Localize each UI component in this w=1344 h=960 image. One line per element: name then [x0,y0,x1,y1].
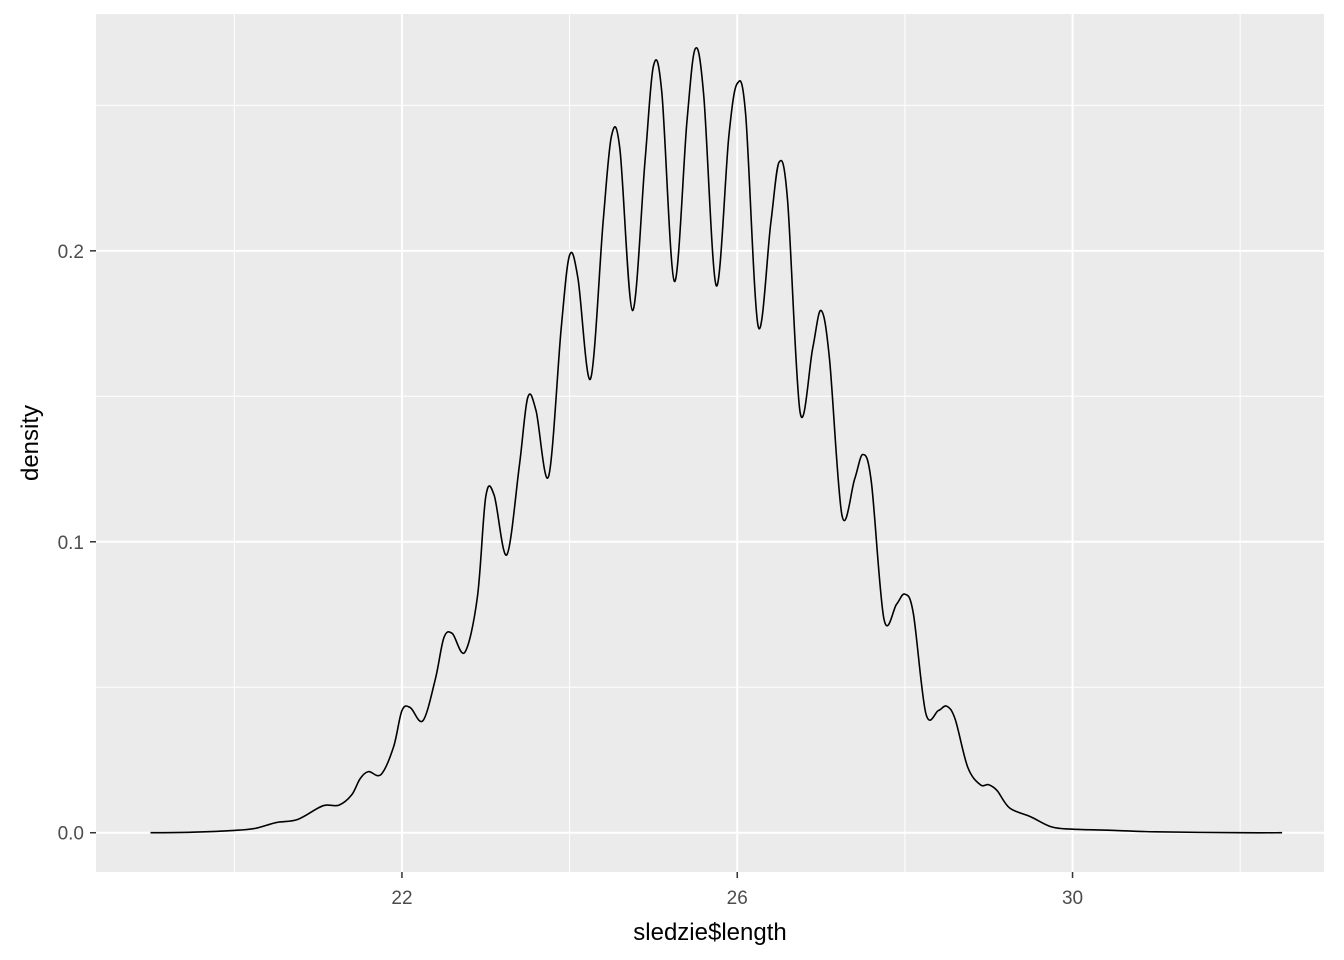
y-axis-title: density [17,405,44,481]
density-line [150,46,1283,834]
x-axis-title: sledzie$length [633,919,786,946]
major-gridlines [96,14,1324,872]
axis-ticks [90,250,1074,878]
minor-gridlines [96,14,1324,872]
x-tick-label: 26 [727,888,748,909]
series-layer [150,46,1283,834]
y-tick-label: 0.0 [58,824,84,845]
y-tick-label: 0.1 [58,533,84,554]
x-tick-label: 22 [391,888,412,909]
x-tick-label: 30 [1062,888,1083,909]
tick-labels: 22 26 30 0.0 0.1 0.2 [58,242,1084,909]
y-tick-label: 0.2 [58,242,84,263]
plot-panel [96,14,1324,872]
